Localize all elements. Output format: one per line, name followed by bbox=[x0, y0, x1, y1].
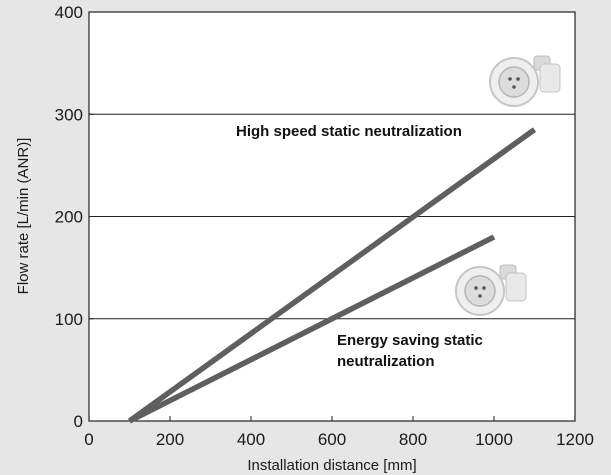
y-tick-label: 100 bbox=[55, 310, 83, 329]
x-tick-label: 400 bbox=[237, 430, 265, 449]
y-axis-label: Flow rate [L/min (ANR)] bbox=[15, 138, 32, 295]
annotation-energy-saving-line1: Energy saving static bbox=[337, 332, 483, 349]
x-tick-label: 1200 bbox=[556, 430, 594, 449]
y-tick-label: 200 bbox=[55, 208, 83, 227]
annotation-energy-saving-line2: neutralization bbox=[337, 353, 435, 370]
x-tick-label: 200 bbox=[156, 430, 184, 449]
connector-icon-high-speed bbox=[489, 55, 561, 107]
y-tick-label: 400 bbox=[55, 3, 83, 22]
x-tick-label: 800 bbox=[399, 430, 427, 449]
connector-icon-energy-saving bbox=[455, 264, 527, 316]
x-tick-label: 600 bbox=[318, 430, 346, 449]
series-line-1 bbox=[128, 234, 496, 424]
y-tick-label: 0 bbox=[74, 412, 83, 431]
series-line-0 bbox=[127, 127, 537, 424]
x-tick-label: 1000 bbox=[475, 430, 513, 449]
y-tick-label: 300 bbox=[55, 105, 83, 124]
annotation-high-speed: High speed static neutralization bbox=[236, 123, 462, 140]
x-tick-label: 0 bbox=[84, 430, 93, 449]
x-axis-label: Installation distance [mm] bbox=[247, 457, 416, 474]
